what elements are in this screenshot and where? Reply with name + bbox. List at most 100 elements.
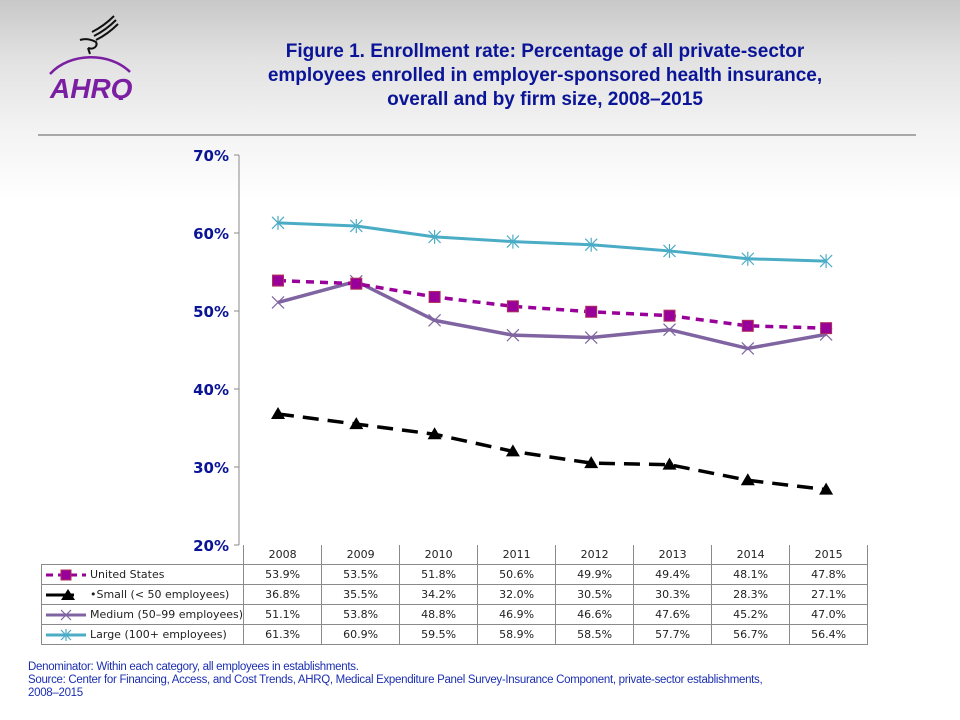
series-group (271, 215, 834, 495)
data-point-square (585, 305, 598, 318)
table-cell-value: 46.9% (477, 604, 557, 625)
table-cell-value: 57.7% (633, 624, 713, 645)
data-point-triangle (662, 457, 677, 470)
table-row-large: Large (100+ employees) 61.3% 60.9% 59.5% 58.… (40, 624, 869, 645)
series-line-united-states (277, 278, 827, 330)
table-year-header: 2015 (789, 545, 869, 565)
table-cell-value: 27.1% (789, 584, 869, 605)
table-corner (41, 545, 245, 565)
data-point-x (506, 328, 520, 342)
data-point-triangle (740, 473, 755, 486)
y-axis: 20%30%40%50%60%70% (193, 147, 240, 555)
table-cell-value: 58.9% (477, 624, 557, 645)
legend-triangle-icon (46, 589, 75, 600)
legend-label: Large (100+ employees) (90, 628, 227, 641)
series-line-small (277, 412, 827, 492)
y-tick-label: 60% (193, 225, 229, 243)
legend-label: Medium (50–99 employees) (90, 608, 244, 621)
legend-entry: United States (40, 564, 245, 585)
table-cell-value: 46.6% (555, 604, 635, 625)
table-cell-value: 51.1% (243, 604, 323, 625)
legend-label: •Small (< 50 employees) (90, 588, 230, 601)
table-cell-value: 53.9% (243, 564, 323, 585)
denominator-note: Denominator: Within each category, all e… (28, 661, 359, 673)
data-point-triangle (349, 417, 364, 430)
data-point-star (506, 234, 520, 249)
table-cell-value: 32.0% (477, 584, 557, 605)
table-cell-value: 56.7% (711, 624, 791, 645)
table-cell-value: 56.4% (789, 624, 869, 645)
data-point-star (663, 243, 676, 258)
data-point-star (584, 237, 598, 252)
data-point-square (663, 309, 676, 322)
hhs-eagle-icon (79, 15, 119, 55)
data-point-triangle (505, 444, 520, 457)
data-point-square (506, 300, 519, 313)
table-cell-value: 30.5% (555, 584, 635, 605)
data-point-triangle (819, 482, 834, 495)
table-cell-value: 47.0% (789, 604, 869, 625)
data-point-star (741, 251, 755, 266)
ahrq-logo: AHRQ (49, 15, 133, 100)
data-point-square (741, 319, 754, 332)
table-year-header: 2013 (633, 545, 713, 565)
table-cell-value: 48.8% (399, 604, 479, 625)
data-point-star (349, 218, 363, 233)
legend-entry: •Small (< 50 employees) (40, 584, 245, 605)
table-cell-value: 50.6% (477, 564, 557, 585)
series-large (271, 215, 833, 269)
table-cell-value: 58.5% (555, 624, 635, 645)
y-tick-label: 70% (193, 147, 229, 165)
table-cell-value: 36.8% (243, 584, 323, 605)
data-point-triangle (584, 456, 599, 469)
data-point-square (820, 322, 833, 335)
title-line-3: overall and by firm size, 2008–2015 (387, 89, 703, 110)
table-cell-value: 59.5% (399, 624, 479, 645)
footnotes: Denominator: Within each category, all e… (28, 661, 763, 700)
table-cell-value: 35.5% (321, 584, 401, 605)
table-cell-value: 49.4% (633, 564, 713, 585)
title-line-1: Figure 1. Enrollment rate: Percentage of… (285, 41, 805, 62)
data-point-square (350, 277, 363, 290)
table-cell-value: 48.1% (711, 564, 791, 585)
table-cell-value: 45.2% (711, 604, 791, 625)
legend-star-icon (46, 629, 86, 641)
table-cell-value: 34.2% (399, 584, 479, 605)
table-row-medium: Medium (50–99 employees) 51.1% 53.8% 48.8% 4… (40, 604, 869, 625)
legend-x-icon (46, 609, 86, 621)
table-row-small: •Small (< 50 employees) 36.8% 35.5% 34.2% 32… (40, 584, 869, 605)
data-point-square (272, 274, 284, 287)
title-line-2: employees enrolled in employer-sponsored… (267, 65, 823, 86)
legend-entry: Large (100+ employees) (40, 624, 245, 645)
data-point-triangle (427, 427, 442, 440)
data-point-star (271, 215, 285, 230)
data-point-x (741, 342, 755, 355)
table-cell-value: 49.9% (555, 564, 635, 585)
table-year-header: 2010 (399, 545, 479, 565)
table-cell-value: 53.5% (321, 564, 401, 585)
data-table: 2008 2009 2010 2011 2012 2013 2014 2015 United S… (40, 545, 869, 645)
source-note: Source: Center for Financing, Access, an… (28, 674, 763, 686)
table-year-header: 2014 (711, 545, 791, 565)
legend-entry: Medium (50–99 employees) (40, 604, 245, 625)
table-cell-value: 61.3% (243, 624, 323, 645)
table-cell-value: 60.9% (321, 624, 401, 645)
data-point-x (584, 331, 598, 344)
table-header-row: 2008 2009 2010 2011 2012 2013 2014 2015 (41, 545, 869, 565)
data-point-star (819, 254, 833, 269)
table-year-header: 2009 (321, 545, 401, 565)
table-year-header: 2008 (243, 545, 323, 565)
table-year-header: 2011 (477, 545, 557, 565)
table-cell-value: 47.6% (633, 604, 713, 625)
data-point-triangle (271, 406, 285, 419)
table-cell-value: 47.8% (789, 564, 869, 585)
series-united-states (272, 274, 833, 335)
table-year-header: 2012 (555, 545, 635, 565)
table-cell-value: 30.3% (633, 584, 713, 605)
table-row-united-states: United States 53.9% 53.5% 51.8% 50.6% 49.9% 49… (40, 564, 869, 585)
table-cell-value: 53.8% (321, 604, 401, 625)
series-line-medium (277, 279, 827, 351)
data-point-star (428, 229, 442, 244)
legend-square-icon (46, 569, 86, 581)
chart-title: Figure 1. Enrollment rate: Percentage of… (230, 40, 860, 112)
